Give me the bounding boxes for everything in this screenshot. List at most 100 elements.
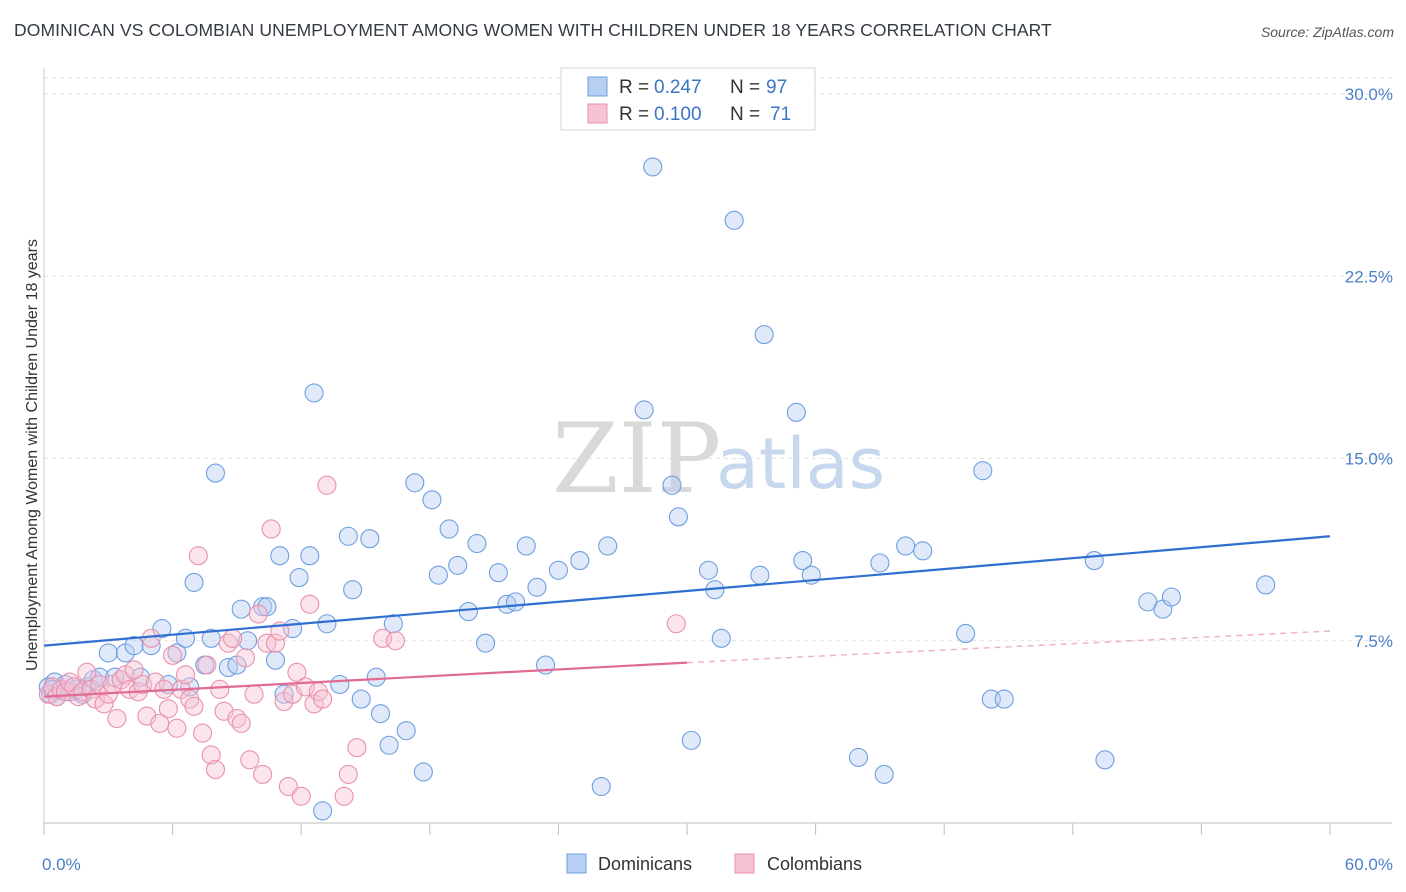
bottom-legend-swatch-dominicans xyxy=(566,853,587,874)
point-dominicans-68 xyxy=(570,551,590,571)
point-colombians-71 xyxy=(666,614,686,634)
correlation-legend: R = 0.247 N = 97 R = 0.100 N = 71 xyxy=(560,67,816,131)
point-colombians-56 xyxy=(278,776,298,797)
point-dominicans-63 xyxy=(505,592,526,612)
point-dominicans-16 xyxy=(130,667,150,687)
point-dominicans-89 xyxy=(913,541,933,561)
point-dominicans-30 xyxy=(238,631,258,651)
point-colombians-67 xyxy=(338,764,358,784)
point-dominicans-46 xyxy=(360,529,380,549)
point-dominicans-51 xyxy=(396,721,416,741)
point-dominicans-56 xyxy=(439,519,459,539)
point-dominicans-69 xyxy=(591,776,611,797)
point-dominicans-48 xyxy=(370,704,391,724)
point-dominicans-40 xyxy=(313,801,333,821)
point-dominicans-85 xyxy=(848,747,869,767)
legend-r-label-colombians: R = xyxy=(619,104,649,125)
point-dominicans-64 xyxy=(516,536,536,556)
point-colombians-32 xyxy=(175,665,196,685)
point-dominicans-60 xyxy=(475,633,496,653)
trend-line-colombians xyxy=(43,661,688,698)
point-dominicans-61 xyxy=(488,563,508,583)
point-colombians-49 xyxy=(248,604,268,624)
y-axis-label: Unemployment Among Women with Children U… xyxy=(24,239,41,671)
point-dominicans-33 xyxy=(265,650,286,670)
point-dominicans-47 xyxy=(366,667,386,687)
point-dominicans-15 xyxy=(124,636,144,656)
point-dominicans-86 xyxy=(870,553,890,573)
point-dominicans-90 xyxy=(956,623,976,644)
point-dominicans-59 xyxy=(467,533,487,554)
source-credit: Source: ZipAtlas.com xyxy=(1260,24,1394,40)
point-dominicans-41 xyxy=(317,614,337,634)
y-tick-label-2: 22.5% xyxy=(1345,267,1393,286)
point-colombians-34 xyxy=(184,696,204,716)
legend-r-dominicans: 0.247 xyxy=(654,77,702,98)
legend-n-dominicans: 97 xyxy=(766,77,787,98)
point-colombians-28 xyxy=(158,699,178,719)
y-tick-label-0: 7.5% xyxy=(1354,632,1393,651)
gridlines xyxy=(44,77,1392,642)
chart-title: DOMINICAN VS COLOMBIAN UNEMPLOYMENT AMON… xyxy=(14,20,1052,40)
watermark-atlas: atlas xyxy=(716,423,885,505)
point-dominicans-34 xyxy=(270,546,290,566)
point-dominicans-65 xyxy=(527,577,547,597)
trend-line-dominicans xyxy=(43,535,1331,647)
point-dominicans-54 xyxy=(422,490,442,510)
legend-n-colombians: 71 xyxy=(770,104,791,125)
legend-n-label-dominicans: N = xyxy=(730,77,760,98)
point-dominicans-83 xyxy=(793,551,813,571)
bottom-legend-dominicans: Dominicans xyxy=(598,854,692,874)
point-colombians-29 xyxy=(163,645,183,665)
point-dominicans-12 xyxy=(98,643,118,663)
series-legend: Dominicans Colombians xyxy=(566,853,862,874)
point-dominicans-76 xyxy=(698,560,718,580)
trend-lines xyxy=(43,535,1331,698)
point-colombians-61 xyxy=(300,594,320,614)
point-dominicans-42 xyxy=(330,674,350,695)
point-dominicans-88 xyxy=(896,536,916,556)
legend-swatch-dominicans xyxy=(587,76,608,97)
point-dominicans-52 xyxy=(405,473,425,493)
point-dominicans-73 xyxy=(662,475,682,495)
point-dominicans-38 xyxy=(300,546,320,566)
point-colombians-58 xyxy=(287,662,307,682)
point-colombians-24 xyxy=(141,628,161,648)
point-dominicans-99 xyxy=(1256,575,1276,595)
x-tick-labels: 0.0% 60.0% xyxy=(42,855,1393,874)
point-dominicans-74 xyxy=(668,507,688,527)
point-dominicans-72 xyxy=(643,157,663,177)
point-colombians-35 xyxy=(188,546,208,566)
point-dominicans-43 xyxy=(338,526,358,546)
point-dominicans-37 xyxy=(289,568,309,588)
point-dominicans-26 xyxy=(205,463,226,483)
point-dominicans-87 xyxy=(874,764,894,784)
point-dominicans-53 xyxy=(413,762,433,782)
point-dominicans-95 xyxy=(1095,750,1115,770)
point-dominicans-44 xyxy=(343,580,363,600)
legend-n-label-colombians: N = xyxy=(730,104,760,125)
y-tick-labels: 7.5% 15.0% 22.5% 30.0% xyxy=(1345,85,1393,651)
point-dominicans-91 xyxy=(973,461,993,481)
point-dominicans-57 xyxy=(448,555,468,575)
point-dominicans-39 xyxy=(304,383,324,403)
point-dominicans-78 xyxy=(711,628,731,648)
point-dominicans-29 xyxy=(231,599,251,619)
point-dominicans-98 xyxy=(1161,587,1181,607)
legend-r-label-dominicans: R = xyxy=(619,77,649,98)
point-colombians-50 xyxy=(253,764,273,784)
point-dominicans-55 xyxy=(428,565,448,585)
axes xyxy=(43,68,1392,835)
y-tick-label-3: 30.0% xyxy=(1345,85,1393,104)
point-colombians-52 xyxy=(261,519,281,539)
bottom-legend-swatch-colombians xyxy=(734,853,755,874)
point-dominicans-45 xyxy=(351,689,371,709)
point-colombians-43 xyxy=(223,628,243,648)
point-colombians-45 xyxy=(231,713,251,733)
point-colombians-38 xyxy=(201,745,221,765)
point-colombians-65 xyxy=(317,475,337,495)
point-colombians-16 xyxy=(107,708,127,729)
point-dominicans-93 xyxy=(994,689,1014,709)
point-dominicans-82 xyxy=(786,402,806,422)
